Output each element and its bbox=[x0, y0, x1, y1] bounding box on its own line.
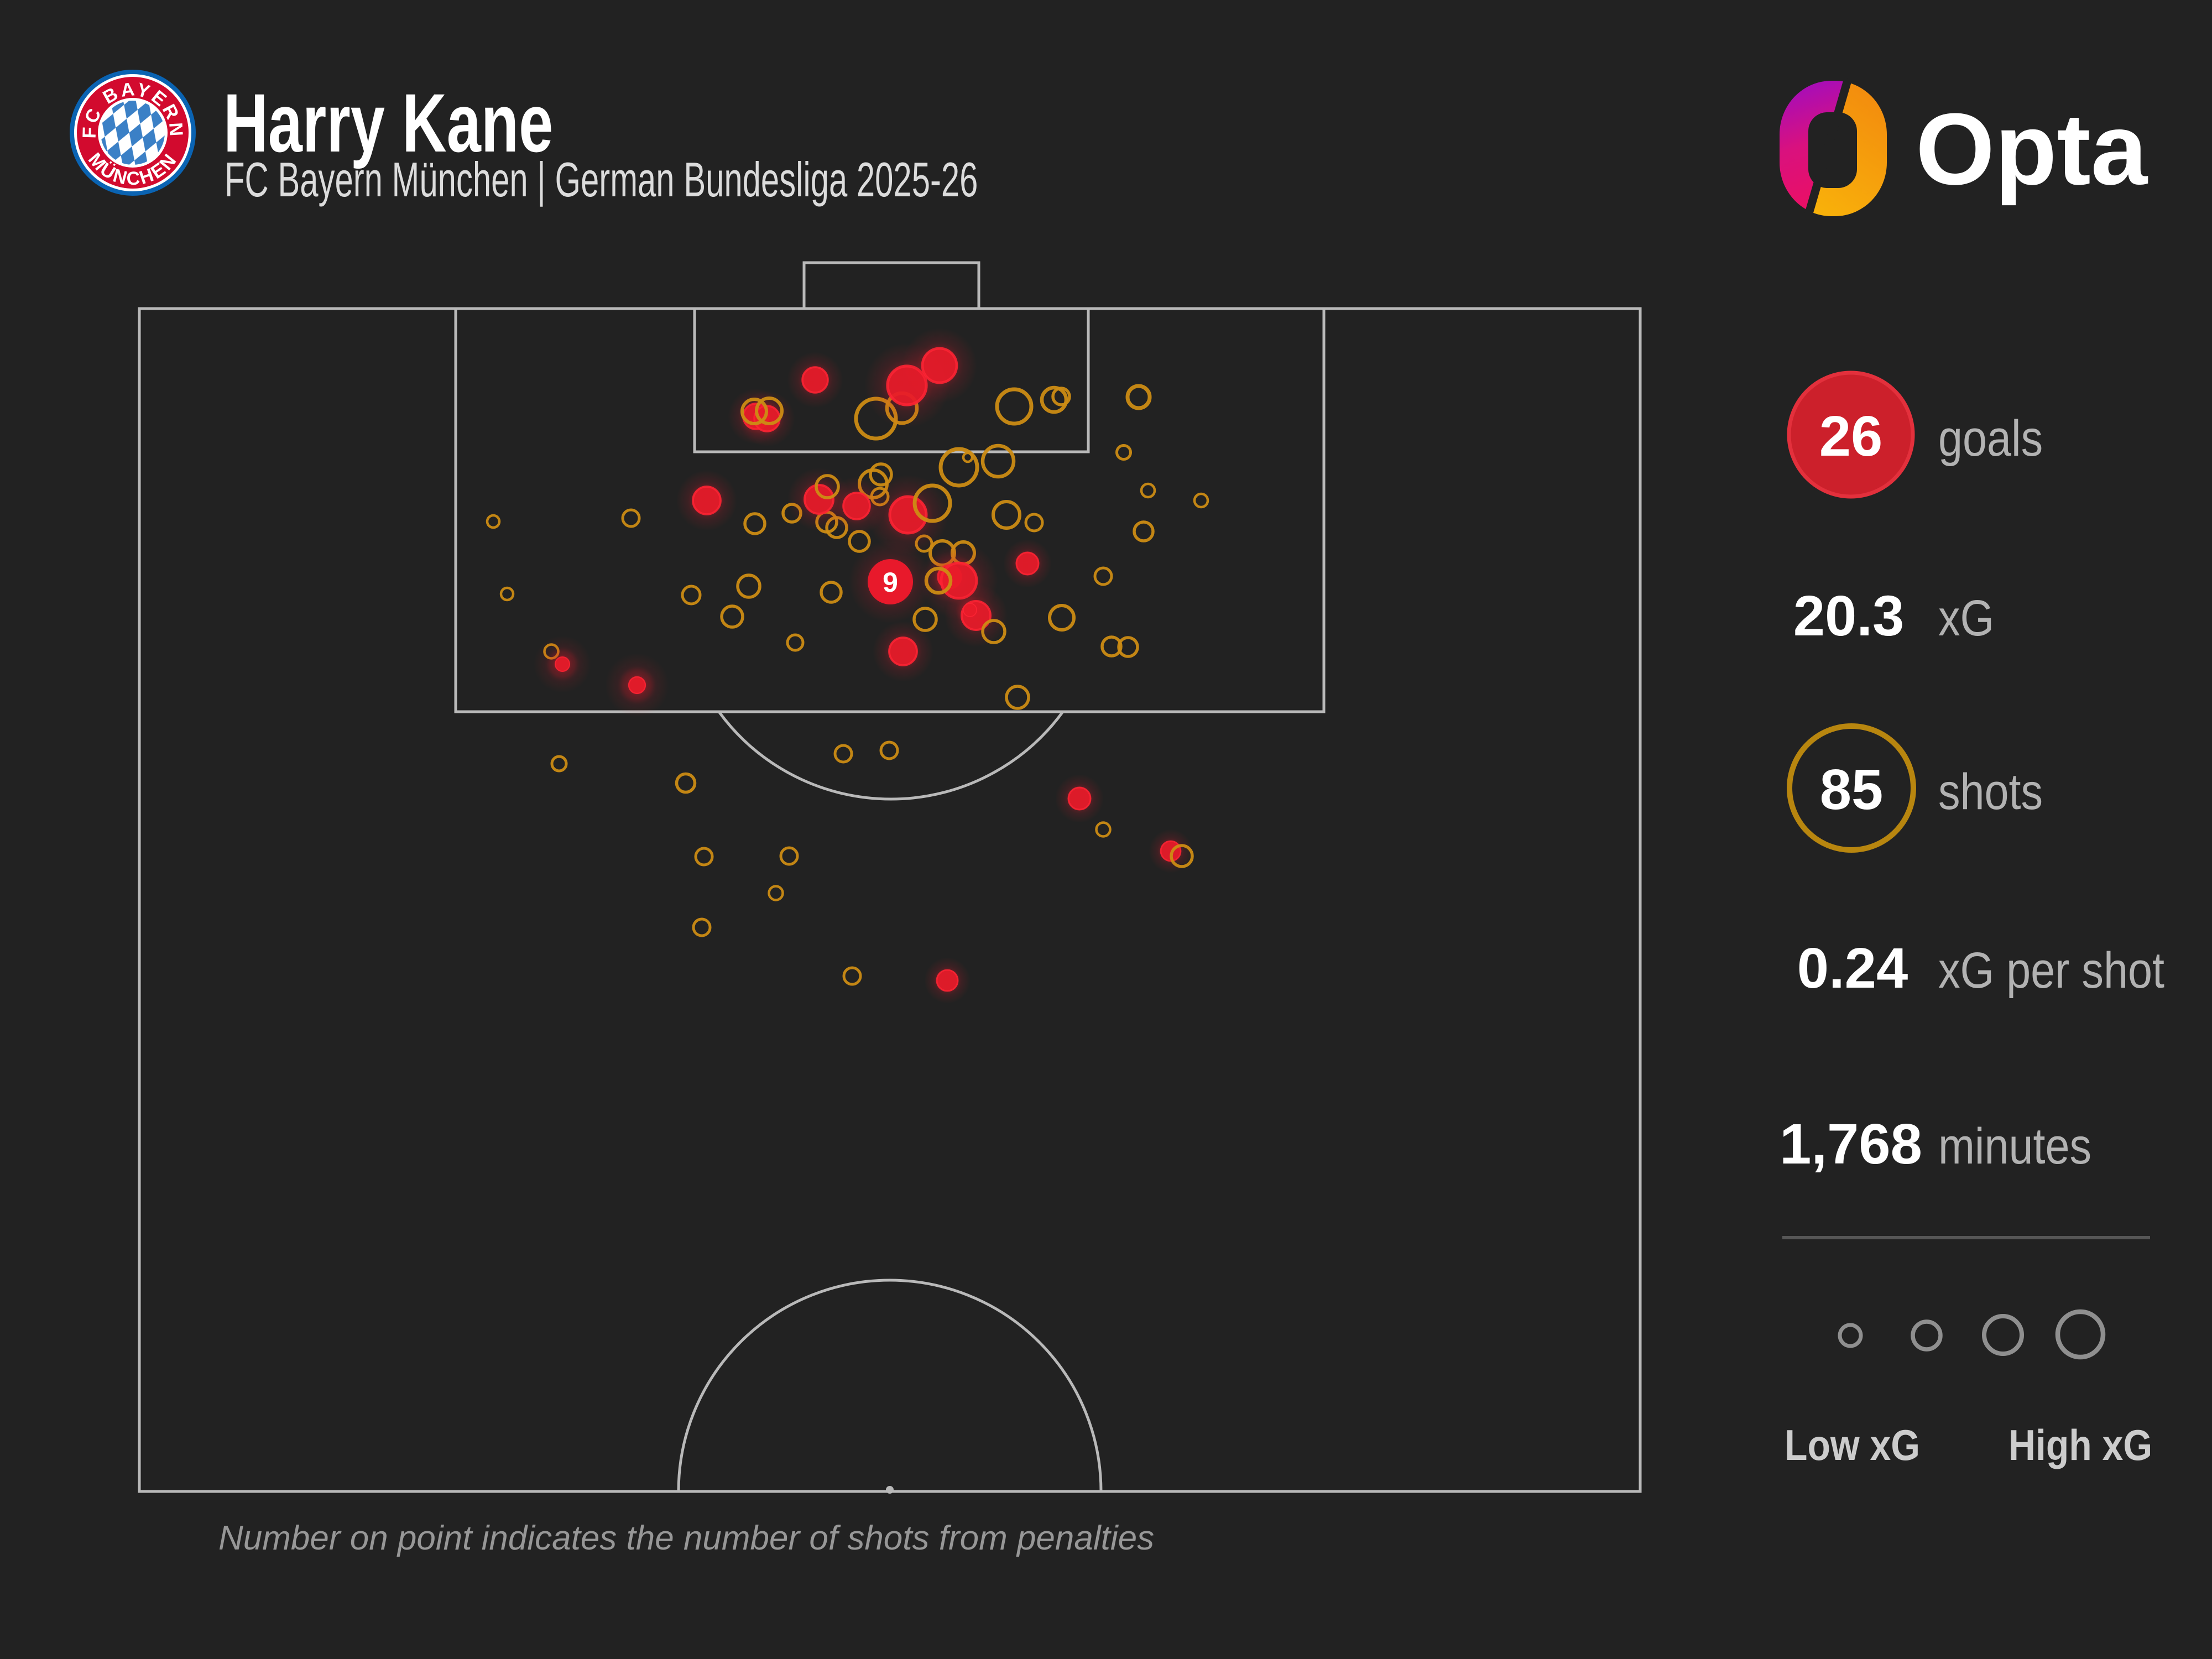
svg-text:1,768: 1,768 bbox=[1780, 1112, 1922, 1176]
svg-text:minutes: minutes bbox=[1938, 1118, 2091, 1175]
svg-text:85: 85 bbox=[1820, 758, 1884, 821]
svg-text:xG per shot: xG per shot bbox=[1938, 942, 2164, 999]
svg-text:Low xG: Low xG bbox=[1785, 1422, 1920, 1469]
svg-text:FC Bayern München | German Bun: FC Bayern München | German Bundesliga 20… bbox=[225, 152, 978, 206]
svg-text:xG: xG bbox=[1938, 589, 1994, 646]
svg-text:20.3: 20.3 bbox=[1793, 584, 1904, 648]
svg-text:Harry Kane: Harry Kane bbox=[223, 77, 553, 170]
svg-text:0.24: 0.24 bbox=[1797, 936, 1908, 1000]
svg-text:Number on point indicates the: Number on point indicates the number of … bbox=[218, 1519, 1154, 1557]
svg-text:26: 26 bbox=[1819, 404, 1883, 468]
svg-text:Opta: Opta bbox=[1916, 92, 2148, 206]
svg-text:goals: goals bbox=[1938, 410, 2043, 467]
svg-text:9: 9 bbox=[883, 567, 898, 598]
svg-text:shots: shots bbox=[1938, 763, 2043, 820]
svg-text:High xG: High xG bbox=[2008, 1422, 2152, 1469]
